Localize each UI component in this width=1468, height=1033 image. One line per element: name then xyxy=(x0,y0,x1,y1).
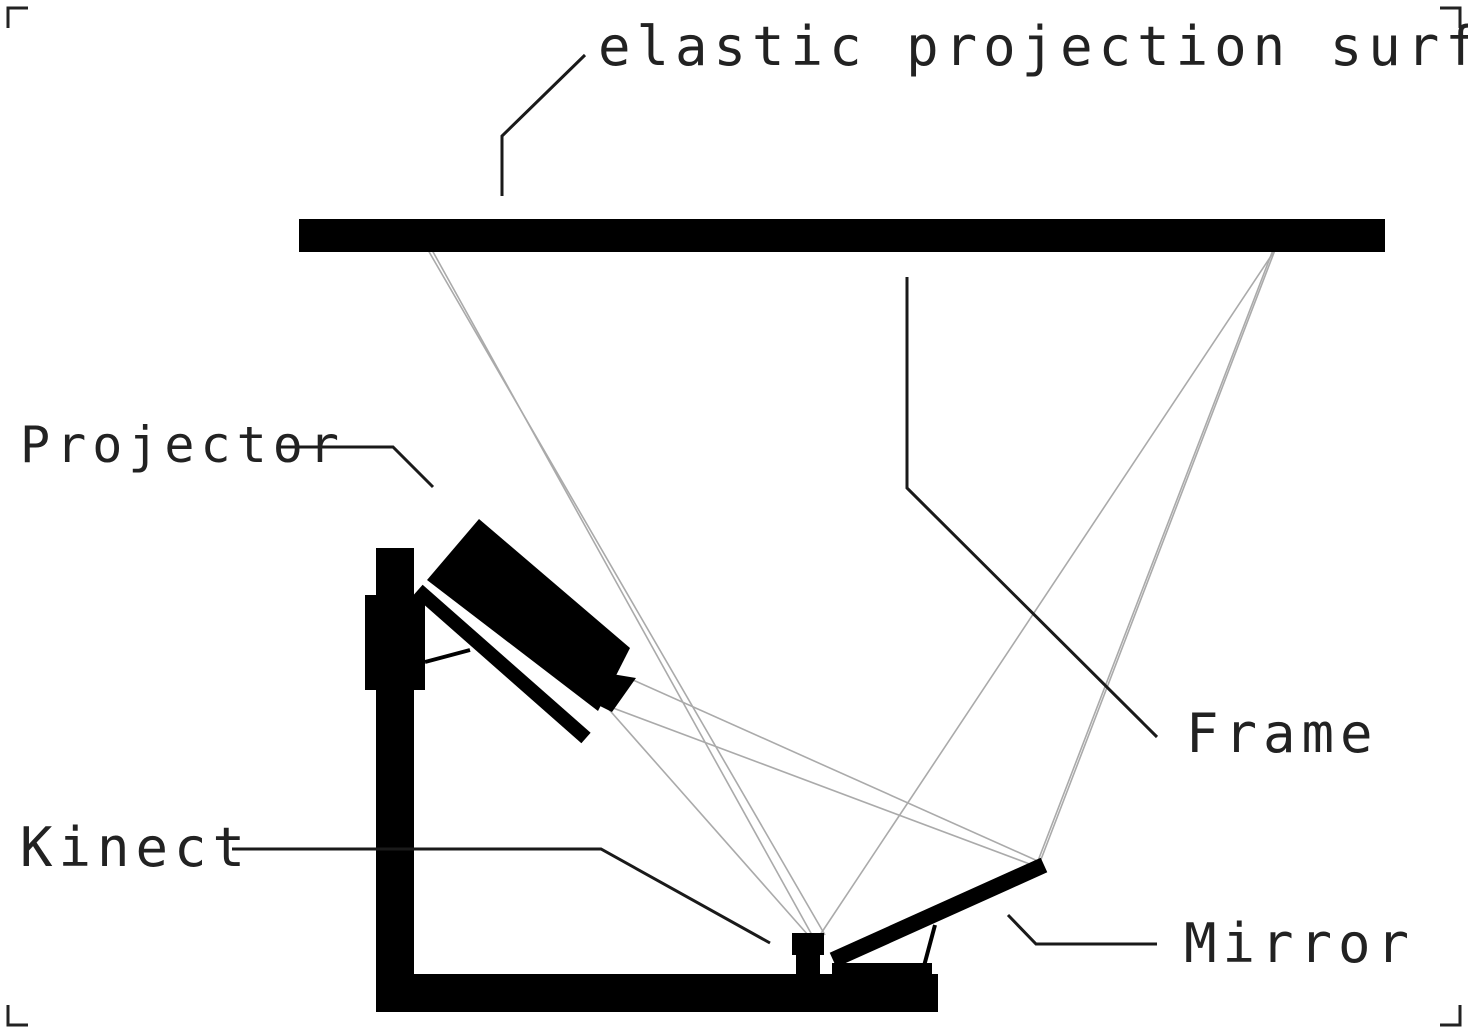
surface-label: elastic projection surface xyxy=(598,15,1468,78)
corner-mark-top-right xyxy=(1440,6,1462,28)
mirror-support-strut xyxy=(922,924,937,967)
frame-post-clamp xyxy=(365,595,425,690)
kinect-label: Kinect xyxy=(20,816,251,879)
elastic-projection-surface xyxy=(299,219,1385,252)
mirror-mount-block xyxy=(832,963,932,978)
kinect-head xyxy=(792,933,824,955)
projector-lens xyxy=(588,672,636,712)
frame xyxy=(365,548,938,1012)
corner-mark-bottom-left xyxy=(6,1005,28,1027)
mirror xyxy=(829,857,1048,968)
corner-mark-bottom-right xyxy=(1440,1005,1462,1027)
projector-mount-plate xyxy=(413,584,591,744)
light-beams xyxy=(427,249,1276,936)
mirror-to-surface-beam-left xyxy=(819,249,1276,936)
kinect-leader-line xyxy=(232,847,771,945)
frame-leader-line xyxy=(905,277,1159,739)
kinect-view-line-left-2 xyxy=(431,249,813,936)
mirror-label: Mirror xyxy=(1184,912,1415,975)
mirror-leader-line xyxy=(1006,913,1157,946)
projector-to-mirror-beam-upper xyxy=(632,679,1041,863)
projector-support-strut xyxy=(424,648,471,664)
corner-marks xyxy=(6,6,1462,1027)
corner-mark-top-left xyxy=(6,6,28,28)
surface-leader-line xyxy=(500,53,587,196)
projector xyxy=(413,519,636,744)
kinect-view-line-left-1 xyxy=(427,249,826,936)
frame-base xyxy=(376,974,938,1012)
projector-label: Projector xyxy=(20,416,345,474)
kinect xyxy=(792,933,824,974)
mirror-panel xyxy=(829,857,1048,968)
leader-lines xyxy=(232,53,1159,946)
projector-to-mirror-beam-lower xyxy=(604,704,1036,867)
projector-leader-line xyxy=(280,445,435,489)
frame-label: Frame xyxy=(1186,702,1379,765)
kinect-base xyxy=(796,950,820,974)
projector-body xyxy=(427,519,630,711)
labels: elastic projection surface Projector Fra… xyxy=(20,15,1468,975)
mirror-to-surface-beam-right-2 xyxy=(1035,249,1274,867)
mirror-to-surface-beam-right xyxy=(1039,249,1276,863)
kinect-view-line-lower xyxy=(604,704,809,936)
